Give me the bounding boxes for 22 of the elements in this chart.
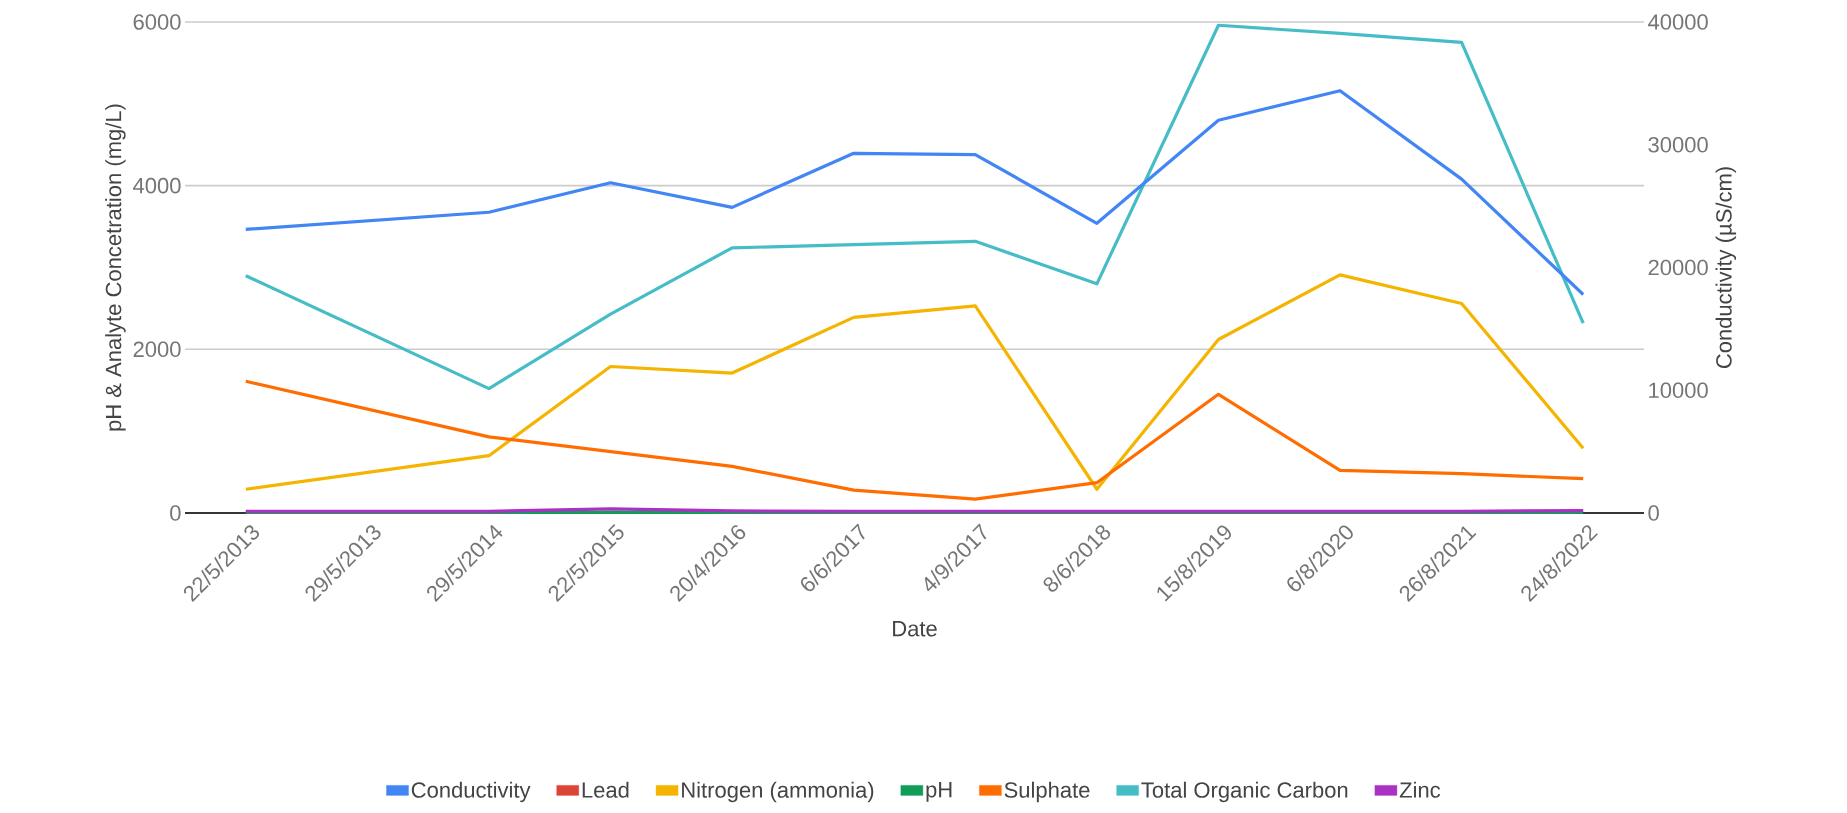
- y2-tick-label: 0: [1648, 505, 1659, 521]
- legend-label: Lead: [582, 781, 629, 798]
- y-axis-title: pH & Analyte Concetration (mg/L): [105, 104, 126, 431]
- legend-label: pH: [926, 782, 952, 802]
- y2-tick-label: 10000: [1649, 382, 1708, 399]
- y2-tick-label: 40000: [1648, 14, 1708, 30]
- line-series: [244, 89, 1585, 297]
- line-series: [244, 23, 1585, 391]
- y2-tick-label: 20000: [1648, 259, 1708, 276]
- legend-label: Sulphate: [1004, 781, 1090, 803]
- legend-label: Zinc: [1399, 781, 1441, 798]
- line-series: [244, 273, 1585, 491]
- x-axis-title: Date: [893, 621, 937, 637]
- legend-label: Total Organic Carbon: [1141, 781, 1348, 803]
- y-tick-label: 0: [170, 505, 181, 521]
- y2-tick-label: 30000: [1648, 136, 1708, 153]
- y-tick-label: 6000: [133, 14, 181, 30]
- legend-label: Nitrogen (ammonia): [682, 781, 874, 803]
- y-tick-label: 2000: [133, 341, 181, 358]
- legend-label: Conductivity: [411, 781, 531, 803]
- y2-axis-title: Conductivity (µS/cm): [1715, 167, 1737, 369]
- y-tick-label: 4000: [133, 177, 181, 194]
